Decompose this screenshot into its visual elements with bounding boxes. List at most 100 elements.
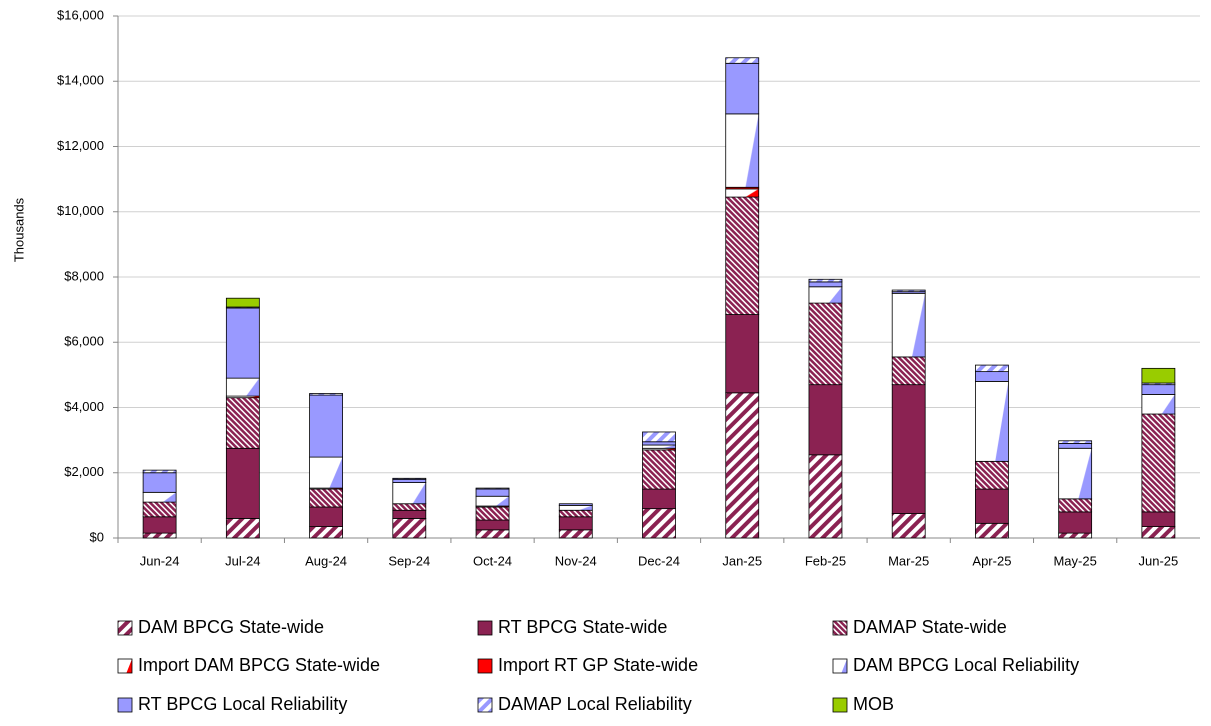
bar-segment	[808, 384, 843, 456]
legend-swatch	[117, 697, 133, 713]
bar-segment	[808, 281, 843, 288]
legend-label: Import RT GP State-wide	[498, 655, 698, 675]
legend-swatch	[477, 658, 493, 674]
x-tick-label: Jul-24	[225, 553, 260, 568]
x-tick-label: Jun-25	[1139, 553, 1179, 568]
bar-segment	[1058, 440, 1093, 444]
bar-segment	[392, 509, 427, 519]
legend-label: Import DAM BPCG State-wide	[138, 655, 380, 675]
y-axis-label: Thousands	[11, 197, 26, 262]
x-tick-label: Oct-24	[473, 553, 512, 568]
bar-segment	[475, 529, 510, 539]
y-tick-label: $2,000	[64, 464, 104, 479]
legend-label: DAM BPCG Local Reliability	[853, 655, 1079, 675]
bar-segment	[891, 384, 926, 514]
y-tick-label: $14,000	[57, 73, 104, 88]
bar-segment	[1141, 384, 1176, 395]
bar-segment	[142, 469, 177, 474]
bar-segment	[642, 488, 676, 510]
bar-segment	[642, 449, 676, 490]
bar-segment	[975, 380, 1009, 462]
bar-segment	[558, 504, 593, 511]
bar-segment	[642, 441, 676, 446]
x-tick-label: Mar-25	[888, 553, 929, 568]
legend-swatch	[832, 620, 848, 636]
x-tick-label: Aug-24	[305, 553, 347, 568]
bar-segment	[225, 397, 260, 449]
y-tick-label: $8,000	[64, 268, 104, 283]
bar-segment	[975, 460, 1009, 490]
y-tick-label: $16,000	[57, 7, 104, 22]
bar-segment	[1058, 532, 1093, 539]
bar-segment	[142, 516, 177, 534]
x-tick-label: Nov-24	[555, 553, 597, 568]
bar-segment	[1141, 526, 1176, 539]
legend-swatch	[477, 620, 493, 636]
bar-segment	[725, 196, 760, 315]
legend-label: DAMAP State-wide	[853, 617, 1007, 637]
legend-label: MOB	[853, 694, 894, 714]
bar-segment	[142, 491, 177, 503]
bar-segment	[891, 513, 926, 539]
bar-segment	[1058, 442, 1093, 449]
bar-segment	[392, 518, 427, 539]
bar-segment	[1141, 413, 1176, 513]
bar-segment	[725, 57, 760, 64]
y-tick-label: $0	[90, 529, 104, 544]
bar-segment	[225, 297, 260, 308]
legend-label: DAM BPCG State-wide	[138, 617, 324, 637]
bar-segment	[142, 532, 177, 539]
y-tick-label: $10,000	[57, 203, 104, 218]
bar-segment	[309, 456, 343, 489]
y-tick-label: $12,000	[57, 138, 104, 153]
x-tick-label: Sep-24	[388, 553, 430, 568]
bar-segment	[1058, 511, 1093, 534]
bar-segment	[392, 482, 427, 505]
bar-segment	[642, 444, 676, 449]
bar-segment	[392, 503, 427, 511]
bar-segment	[392, 477, 427, 480]
x-tick-label: Dec-24	[638, 553, 680, 568]
bar-segment	[725, 62, 760, 115]
bar-segment	[975, 371, 1009, 382]
legend-swatch	[117, 658, 133, 674]
bar-segment	[808, 278, 843, 283]
bar-segment	[1141, 511, 1176, 527]
legend-label: DAMAP Local Reliability	[498, 694, 692, 714]
bar-segment	[1058, 447, 1093, 500]
bar-segment	[725, 392, 760, 539]
bar-segment	[725, 188, 760, 198]
bar-segment	[1141, 367, 1176, 384]
x-tick-label: May-25	[1053, 553, 1096, 568]
bar-segment	[475, 519, 510, 531]
bar-segment	[475, 488, 510, 497]
bar-segment	[1141, 394, 1176, 415]
bar-segment	[725, 314, 760, 394]
y-tick-label: $4,000	[64, 399, 104, 414]
bar-segment	[558, 529, 593, 539]
bar-segment	[225, 307, 260, 379]
bar-segment	[808, 286, 843, 304]
bar-segment	[225, 518, 260, 539]
bar-segment	[808, 302, 843, 386]
bar-segment	[475, 506, 510, 521]
bar-segment	[309, 393, 343, 396]
bar-segment	[225, 447, 260, 519]
bar-segment	[808, 454, 843, 539]
bar-segment	[1058, 498, 1093, 513]
x-tick-label: Jun-24	[140, 553, 180, 568]
bar-segment	[558, 516, 593, 531]
x-tick-label: Jan-25	[722, 553, 762, 568]
bar-segment	[975, 364, 1009, 373]
legend-swatch	[477, 697, 493, 713]
bar-segment	[642, 431, 676, 443]
bar-segment	[891, 356, 926, 386]
bar-segment	[309, 526, 343, 539]
bar-segment	[309, 488, 343, 508]
bar-segment	[558, 503, 593, 506]
legend-swatch	[832, 697, 848, 713]
bar-segment	[309, 394, 343, 458]
bar-segment	[891, 292, 926, 358]
x-tick-label: Feb-25	[805, 553, 846, 568]
